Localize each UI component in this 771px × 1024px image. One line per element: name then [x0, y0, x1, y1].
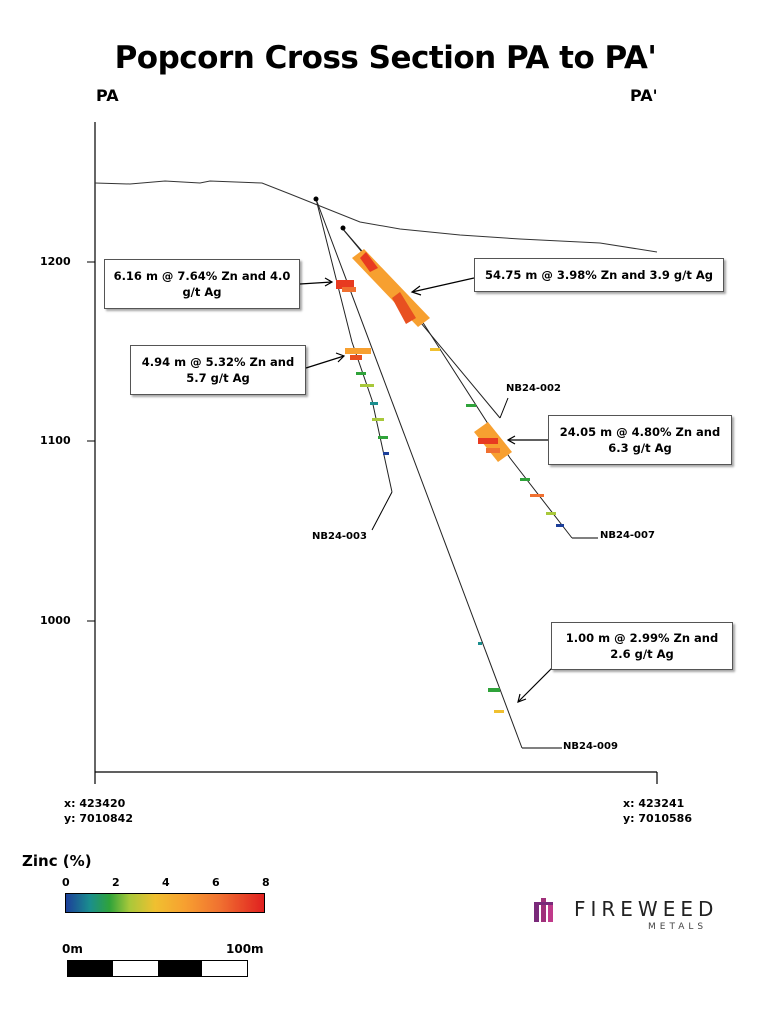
drill-trace-nb24-003 [315, 198, 393, 493]
callout-interval-1: 6.16 m @ 7.64% Zn and 4.0 g/t Ag [104, 259, 300, 309]
section-end-label: PA' [630, 86, 658, 105]
interval-nb24-007-lower-high [478, 438, 498, 444]
section-start-label: PA [96, 86, 119, 105]
callout-interval-5: 1.00 m @ 2.99% Zn and 2.6 g/t Ag [551, 622, 733, 670]
interval-nb24-003-low3 [370, 402, 378, 405]
arrow-callout-3-head [335, 352, 346, 363]
scale-bar [67, 960, 248, 977]
legend-colorbar [65, 893, 265, 913]
callout-arrows [299, 277, 553, 703]
legend-tick-6: 6 [212, 876, 220, 889]
collar-nb24-003 [313, 196, 319, 202]
leader-nb24-003 [371, 491, 393, 531]
interval-nb24-007-low5 [546, 512, 556, 515]
end-coordinates: x: 423241 y: 7010586 [623, 796, 692, 826]
callout-interval-4: 24.05 m @ 4.80% Zn and 6.3 g/t Ag [548, 415, 732, 465]
arrow-callout-1 [299, 281, 333, 285]
callout-interval-3: 4.94 m @ 5.32% Zn and 5.7 g/t Ag [130, 345, 306, 395]
collar-nb24-007 [340, 225, 346, 231]
hole-label-nb24-003: NB24-003 [312, 531, 367, 542]
interval-nb24-003-high [336, 280, 354, 289]
scale-bar-start-label: 0m [62, 942, 83, 956]
interval-nb24-007-low4 [530, 494, 544, 497]
fireweed-logo-icon [534, 898, 553, 922]
interval-nb24-003-low1 [356, 372, 366, 375]
hole-label-nb24-002: NB24-002 [506, 383, 561, 394]
end-x: x: 423241 [623, 797, 685, 810]
arrow-callout-4-head [506, 435, 516, 445]
leader-nb24-002 [499, 397, 509, 419]
logo-subtitle: METALS [648, 922, 708, 932]
logo-wordmark: FIREWEED [574, 897, 719, 921]
interval-nb24-007-low6 [556, 524, 564, 527]
legend-tick-2: 2 [112, 876, 120, 889]
scale-bar-end-label: 100m [226, 942, 264, 956]
hole-label-nb24-007: NB24-007 [600, 530, 655, 541]
arrow-callout-5-head [517, 693, 527, 703]
end-y: y: 7010586 [623, 812, 692, 825]
interval-nb24-009-low2 [494, 710, 504, 713]
interval-nb24-007-low3 [520, 478, 530, 481]
interval-nb24-007-upper-high [360, 252, 378, 272]
start-coordinates: x: 423420 y: 7010842 [64, 796, 133, 826]
y-tick-label-1100: 1100 [40, 434, 71, 447]
legend-tick-0: 0 [62, 876, 70, 889]
topography-line [94, 180, 658, 253]
y-tick-label-1000: 1000 [40, 614, 71, 627]
interval-nb24-003-low2 [360, 384, 374, 387]
y-tick-label-1200: 1200 [40, 255, 71, 268]
hole-label-nb24-009: NB24-009 [563, 741, 618, 752]
assay-intervals [336, 249, 564, 713]
interval-nb24-009-low3 [478, 642, 482, 645]
interval-nb24-003-mid2 [350, 355, 362, 360]
legend-tick-8: 8 [262, 876, 270, 889]
scale-segment [112, 961, 158, 976]
interval-nb24-007-upper-high2 [392, 292, 416, 324]
arrow-callout-2 [411, 277, 475, 293]
callout-interval-2: 54.75 m @ 3.98% Zn and 3.9 g/t Ag [474, 258, 724, 292]
interval-nb24-003-low6 [383, 452, 389, 455]
legend-tick-4: 4 [162, 876, 170, 889]
arrow-callout-2-head [410, 285, 422, 296]
legend-title: Zinc (%) [22, 852, 92, 870]
page-title: Popcorn Cross Section PA to PA' [114, 40, 657, 76]
scale-segment [68, 961, 113, 976]
arrow-callout-5 [517, 667, 553, 703]
interval-nb24-007-lower-high2 [486, 448, 500, 453]
arrow-callout-1-head [324, 277, 334, 287]
arrow-callout-3 [305, 355, 345, 369]
interval-nb24-003-mid [345, 348, 371, 354]
interval-nb24-003-low5 [378, 436, 388, 439]
interval-nb24-007-low2 [466, 404, 476, 407]
interval-nb24-009-low1 [488, 688, 500, 692]
scale-segment [157, 961, 203, 976]
start-y: y: 7010842 [64, 812, 133, 825]
start-x: x: 423420 [64, 797, 126, 810]
interval-nb24-003-low4 [372, 418, 384, 421]
scale-segment [202, 961, 247, 976]
interval-nb24-003-high2 [342, 287, 356, 292]
interval-nb24-007-low1 [430, 348, 440, 351]
